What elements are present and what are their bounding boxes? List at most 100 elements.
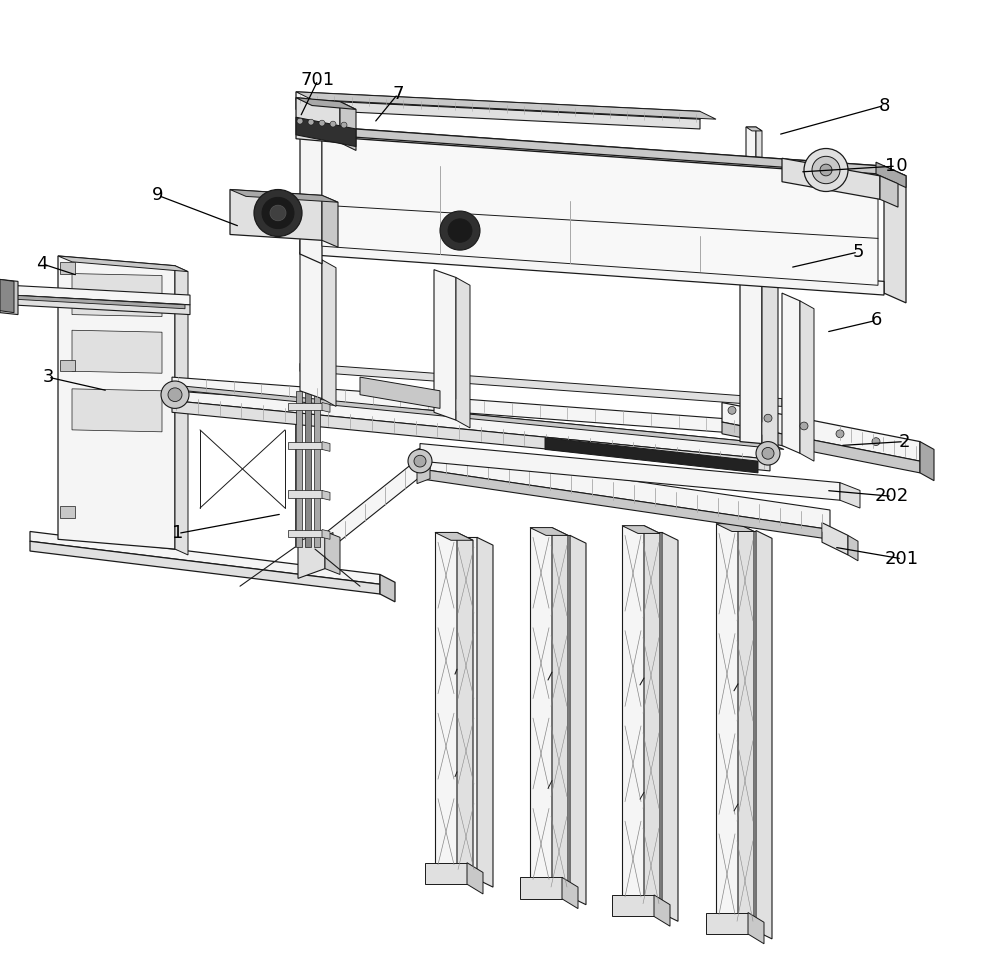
Polygon shape (300, 125, 322, 264)
Polygon shape (300, 252, 322, 399)
Polygon shape (322, 530, 330, 539)
Polygon shape (314, 391, 320, 547)
Circle shape (448, 219, 472, 242)
Polygon shape (417, 445, 430, 484)
Polygon shape (457, 532, 473, 882)
Polygon shape (60, 262, 75, 274)
Text: 3: 3 (42, 368, 54, 386)
Polygon shape (172, 401, 770, 471)
Polygon shape (822, 523, 848, 555)
Polygon shape (322, 442, 330, 451)
Polygon shape (296, 92, 716, 119)
Text: 5: 5 (852, 243, 864, 261)
Circle shape (872, 438, 880, 446)
Polygon shape (288, 490, 322, 498)
Polygon shape (300, 363, 782, 406)
Circle shape (161, 381, 189, 408)
Polygon shape (738, 524, 754, 932)
Polygon shape (30, 541, 380, 594)
Polygon shape (716, 524, 738, 924)
Polygon shape (530, 528, 552, 889)
Polygon shape (58, 256, 188, 272)
Circle shape (836, 430, 844, 438)
Polygon shape (175, 266, 188, 555)
Circle shape (414, 455, 426, 467)
Polygon shape (644, 526, 660, 914)
Polygon shape (456, 277, 470, 428)
Polygon shape (172, 385, 784, 449)
Polygon shape (800, 301, 814, 461)
Polygon shape (322, 131, 878, 285)
Circle shape (330, 121, 336, 127)
Polygon shape (840, 483, 860, 508)
Circle shape (408, 449, 432, 473)
Polygon shape (320, 449, 430, 557)
Text: 201: 201 (885, 550, 919, 568)
Polygon shape (435, 532, 473, 540)
Polygon shape (734, 531, 756, 931)
Polygon shape (296, 98, 356, 109)
Polygon shape (722, 403, 920, 461)
Circle shape (728, 406, 736, 414)
Polygon shape (570, 535, 586, 905)
Polygon shape (288, 442, 322, 449)
Polygon shape (322, 490, 330, 500)
Polygon shape (467, 863, 483, 894)
Polygon shape (322, 260, 336, 406)
Polygon shape (706, 913, 748, 934)
Polygon shape (10, 295, 185, 309)
Polygon shape (746, 127, 762, 131)
Polygon shape (434, 270, 456, 420)
Polygon shape (60, 506, 75, 518)
Polygon shape (300, 125, 884, 176)
Polygon shape (654, 895, 670, 926)
Polygon shape (530, 528, 568, 535)
Polygon shape (562, 877, 578, 909)
Polygon shape (360, 377, 440, 408)
Circle shape (319, 120, 325, 126)
Polygon shape (722, 422, 920, 473)
Circle shape (764, 414, 772, 422)
Text: 202: 202 (875, 488, 909, 505)
Polygon shape (230, 190, 322, 240)
Polygon shape (716, 524, 754, 531)
Polygon shape (662, 532, 678, 921)
Polygon shape (477, 537, 493, 887)
Polygon shape (762, 178, 778, 451)
Polygon shape (30, 531, 380, 584)
Polygon shape (60, 360, 75, 371)
Polygon shape (300, 125, 906, 176)
Polygon shape (740, 176, 778, 186)
Polygon shape (552, 528, 568, 897)
Polygon shape (425, 863, 467, 884)
Polygon shape (380, 574, 395, 602)
Polygon shape (322, 195, 338, 247)
Circle shape (440, 211, 480, 250)
Circle shape (341, 122, 347, 128)
Polygon shape (455, 537, 477, 879)
Polygon shape (72, 330, 162, 373)
Polygon shape (756, 127, 762, 180)
Circle shape (168, 388, 182, 402)
Circle shape (297, 118, 303, 124)
Polygon shape (740, 176, 762, 444)
Polygon shape (0, 279, 18, 315)
Polygon shape (884, 166, 906, 303)
Text: 2: 2 (898, 433, 910, 450)
Polygon shape (72, 274, 162, 317)
Polygon shape (300, 240, 884, 295)
Polygon shape (296, 100, 700, 129)
Polygon shape (172, 385, 770, 459)
Text: 701: 701 (301, 71, 335, 89)
Text: 6: 6 (870, 312, 882, 329)
Polygon shape (622, 526, 644, 907)
Polygon shape (920, 442, 934, 481)
Circle shape (820, 164, 832, 176)
Circle shape (756, 442, 780, 465)
Circle shape (270, 205, 286, 221)
Circle shape (262, 197, 294, 229)
Polygon shape (340, 102, 356, 150)
Polygon shape (880, 176, 898, 207)
Polygon shape (435, 532, 457, 874)
Polygon shape (58, 256, 175, 549)
